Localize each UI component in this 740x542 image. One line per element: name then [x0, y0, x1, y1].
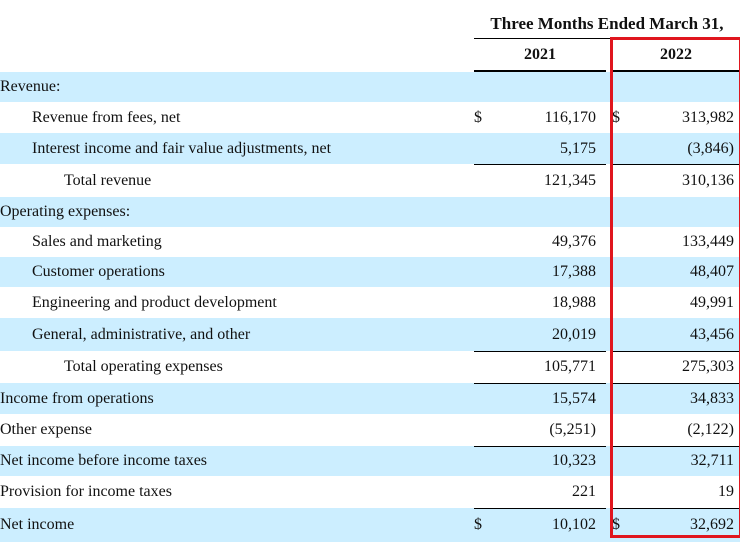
- table-row: Total operating expenses 105,771 275,303: [0, 351, 740, 383]
- row-label: Operating expenses:: [0, 203, 131, 220]
- table-row: Net income $ 10,102 $ 32,692: [0, 508, 740, 542]
- value-2021: 105,771: [544, 358, 596, 375]
- table-row: Income from operations 15,574 34,833: [0, 383, 740, 414]
- row-label: Engineering and product development: [32, 293, 277, 311]
- value-2021: 18,988: [552, 293, 596, 311]
- subtotal-rule: [474, 446, 606, 476]
- value-2021: 121,345: [544, 171, 596, 189]
- value-2022: 49,991: [690, 293, 734, 311]
- table-row: Sales and marketing 49,376 133,449: [0, 227, 740, 257]
- value-2021: 5,175: [560, 139, 596, 157]
- table-row: Net income before income taxes 10,323 32…: [0, 446, 740, 476]
- table-row: Other expense (5,251) (2,122): [0, 414, 740, 446]
- row-label: Interest income and fair value adjustmen…: [32, 139, 332, 157]
- value-2021: 10,102: [552, 516, 596, 533]
- value-2022: 310,136: [682, 171, 734, 189]
- subtotal-rule: [612, 508, 740, 542]
- year-2021-header: 2021: [474, 40, 606, 72]
- table-row: General, administrative, and other 20,01…: [0, 318, 740, 351]
- row-label: Total operating expenses: [64, 358, 223, 375]
- income-statement-table: Revenue: Revenue from fees, net $ 116,17…: [0, 72, 740, 542]
- currency-symbol: $: [612, 516, 620, 533]
- value-2021: 221: [572, 483, 596, 500]
- row-label: Net income before income taxes: [0, 452, 208, 469]
- value-2021: 49,376: [552, 233, 596, 250]
- value-2021: 20,019: [552, 325, 596, 343]
- subtotal-rule: [474, 383, 606, 414]
- row-label: Net income: [0, 516, 75, 533]
- row-label: Provision for income taxes: [0, 483, 172, 500]
- value-2022: 32,711: [690, 452, 734, 469]
- subtotal-rule: [474, 164, 606, 197]
- row-label: Income from operations: [0, 389, 154, 407]
- value-2022: 313,982: [682, 108, 734, 126]
- value-2022: 43,456: [690, 325, 734, 343]
- period-header: Three Months Ended March 31,: [474, 10, 740, 39]
- value-2022: 32,692: [690, 516, 734, 533]
- value-2021: 15,574: [552, 389, 596, 407]
- subtotal-rule: [612, 383, 740, 414]
- row-label: Revenue from fees, net: [32, 108, 181, 126]
- row-label: Other expense: [0, 421, 92, 438]
- value-2022: 34,833: [690, 389, 734, 407]
- currency-symbol: $: [612, 108, 620, 126]
- currency-symbol: $: [474, 516, 482, 533]
- subtotal-rule: [612, 446, 740, 476]
- subtotal-rule: [474, 508, 606, 542]
- value-2022: 48,407: [690, 263, 734, 280]
- value-2022: 19: [718, 483, 734, 500]
- row-label: Sales and marketing: [32, 233, 162, 250]
- table-row: Provision for income taxes 221 19: [0, 476, 740, 508]
- row-label: Total revenue: [64, 171, 152, 189]
- value-2022: (2,122): [687, 421, 734, 438]
- table-row: Engineering and product development 18,9…: [0, 287, 740, 318]
- table-row: Revenue:: [0, 72, 740, 102]
- value-2022: 275,303: [682, 358, 734, 375]
- value-2021: 116,170: [544, 108, 596, 126]
- value-2021: 17,388: [552, 263, 596, 280]
- subtotal-rule: [612, 164, 740, 197]
- table-row: Total revenue 121,345 310,136: [0, 164, 740, 197]
- row-label: General, administrative, and other: [32, 325, 251, 343]
- table-row: Operating expenses:: [0, 197, 740, 227]
- table-row: Interest income and fair value adjustmen…: [0, 133, 740, 164]
- subtotal-rule: [612, 351, 740, 383]
- value-2021: 10,323: [552, 452, 596, 469]
- row-label: Revenue:: [0, 78, 61, 95]
- table-row: Customer operations 17,388 48,407: [0, 257, 740, 287]
- year-2022-header: 2022: [612, 40, 740, 72]
- value-2021: (5,251): [549, 421, 596, 438]
- value-2022: (3,846): [687, 139, 734, 157]
- row-label: Customer operations: [32, 263, 165, 280]
- value-2022: 133,449: [682, 233, 734, 250]
- table-row: Revenue from fees, net $ 116,170 $ 313,9…: [0, 102, 740, 133]
- currency-symbol: $: [474, 108, 482, 126]
- subtotal-rule: [474, 351, 606, 383]
